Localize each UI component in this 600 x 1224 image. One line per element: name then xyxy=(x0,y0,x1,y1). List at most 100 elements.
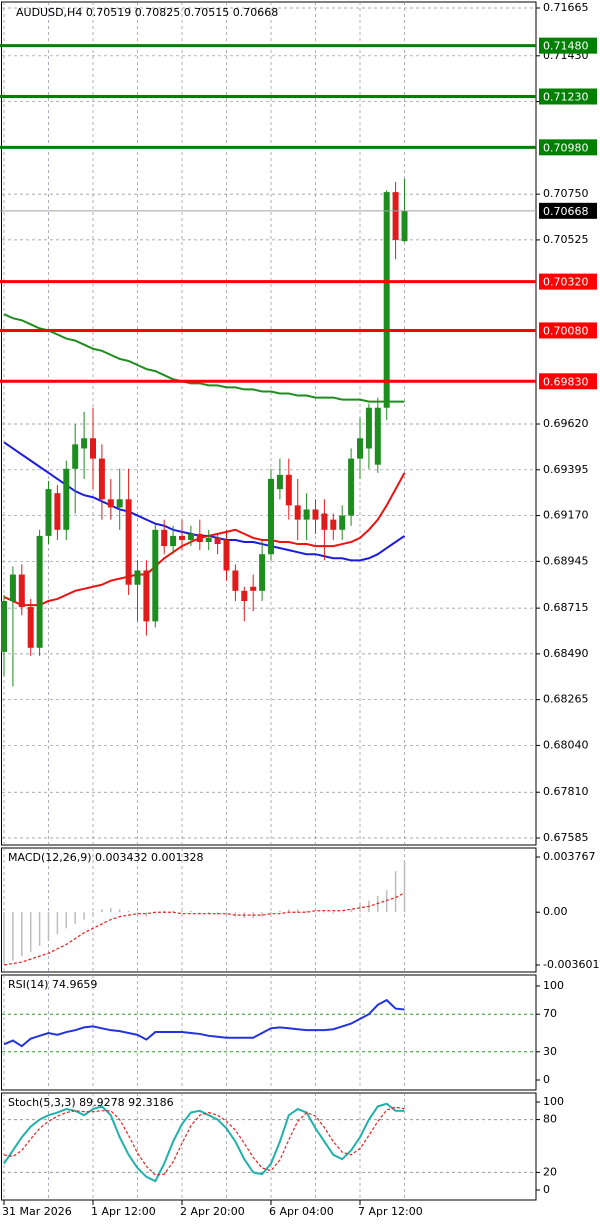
level-label: 0.71480 xyxy=(543,40,589,53)
histogram-bar xyxy=(350,909,352,913)
histogram-bar xyxy=(377,896,379,913)
histogram-bar xyxy=(110,907,112,913)
candle-body xyxy=(125,499,132,585)
candle-body xyxy=(276,474,283,490)
candle-body xyxy=(223,539,230,571)
candle-body xyxy=(330,519,337,530)
candle-body xyxy=(18,574,25,608)
candle-body xyxy=(392,192,399,240)
last-price-box xyxy=(539,202,597,219)
candle-body xyxy=(348,458,355,516)
candle-body xyxy=(134,570,141,585)
candle-body xyxy=(365,407,372,449)
histogram-bar xyxy=(216,912,219,916)
histogram-bar xyxy=(341,912,343,913)
histogram-bar xyxy=(288,909,290,913)
histogram-bar xyxy=(199,912,201,913)
candle-body xyxy=(27,607,34,648)
panel-frame xyxy=(1,847,537,973)
histogram-bar xyxy=(385,890,388,913)
y-tick-label: 0.70525 xyxy=(543,233,589,246)
candle-body xyxy=(90,438,96,459)
level-box xyxy=(539,273,597,290)
histogram-bar xyxy=(127,910,130,913)
candle-body xyxy=(45,489,52,536)
histogram-bar xyxy=(136,912,139,916)
candle-body xyxy=(9,574,16,602)
y-tick-label: 0.68040 xyxy=(543,738,589,751)
candle-body xyxy=(36,535,43,648)
histogram-bar xyxy=(163,910,165,913)
panel-title: MACD(12,26,9) 0.003432 0.001328 xyxy=(8,851,204,864)
histogram-bar xyxy=(314,912,317,913)
candle-body xyxy=(250,586,257,591)
y-tick-label: 0.68265 xyxy=(543,693,589,706)
candle-body xyxy=(232,570,239,591)
histogram-bar xyxy=(359,904,361,913)
indicator-line xyxy=(3,892,405,966)
histogram-bar xyxy=(21,912,23,957)
level-box xyxy=(539,373,597,390)
candle-body xyxy=(205,537,212,543)
candle-body xyxy=(161,529,168,547)
candle-body xyxy=(196,533,203,543)
y-tick-label: 20 xyxy=(543,1165,557,1178)
x-tick-label: 1 Apr 12:00 xyxy=(91,1205,156,1218)
histogram-bar xyxy=(403,861,406,913)
y-tick-label: 100 xyxy=(543,1095,564,1108)
indicator-line xyxy=(3,1106,405,1176)
histogram-bar xyxy=(56,912,59,935)
y-tick-label: 0.69395 xyxy=(543,463,589,476)
candle-body xyxy=(63,468,70,530)
indicator-line xyxy=(3,1102,405,1183)
y-tick-label: 0.68490 xyxy=(543,647,589,660)
candle-body xyxy=(143,570,150,622)
candle-body xyxy=(321,513,328,530)
histogram-bar xyxy=(74,912,76,924)
candle-body xyxy=(285,474,292,506)
candle-body xyxy=(98,458,105,500)
histogram-bar xyxy=(305,910,308,913)
y-tick-label: 30 xyxy=(543,1045,557,1058)
y-tick-label: 100 xyxy=(543,979,564,992)
level-label: 0.70080 xyxy=(543,324,589,337)
candle-body xyxy=(294,505,301,520)
histogram-bar xyxy=(207,912,210,914)
y-tick-label: 0.71665 xyxy=(543,1,589,14)
histogram-bar xyxy=(38,912,41,946)
y-tick-label: 0.00 xyxy=(543,905,568,918)
histogram-bar xyxy=(181,910,183,913)
panel-frame xyxy=(1,1,537,846)
candle-body xyxy=(152,529,159,622)
candle-body xyxy=(187,533,194,540)
panel-title: AUDUSD,H4 0.70519 0.70825 0.70515 0.7066… xyxy=(16,6,278,19)
candle-body xyxy=(339,515,346,530)
level-box xyxy=(539,88,597,105)
histogram-bar xyxy=(323,912,326,913)
indicator-line xyxy=(3,998,405,1048)
level-label: 0.71230 xyxy=(543,90,589,103)
histogram-bar xyxy=(3,912,5,964)
y-tick-label: 80 xyxy=(543,1113,557,1126)
x-tick-label: 7 Apr 12:00 xyxy=(358,1205,423,1218)
y-tick-label: 70 xyxy=(543,1007,557,1020)
histogram-bar xyxy=(261,912,263,917)
candle-body xyxy=(383,192,390,408)
histogram-bar xyxy=(172,910,174,913)
histogram-bar xyxy=(234,912,237,917)
indicator-line xyxy=(3,313,405,403)
candle-body xyxy=(81,438,88,449)
y-tick-label: 0 xyxy=(543,1183,550,1196)
histogram-bar xyxy=(47,912,50,941)
histogram-bar xyxy=(296,909,299,913)
last-price-label: 0.70668 xyxy=(543,205,589,218)
candle-body xyxy=(259,554,266,591)
candle-body xyxy=(374,407,381,465)
histogram-bar xyxy=(92,912,94,916)
y-tick-label: 0.003767 xyxy=(543,850,596,863)
candle-body xyxy=(107,499,114,508)
histogram-bar xyxy=(394,871,397,913)
candle-body xyxy=(312,509,319,520)
level-label: 0.70980 xyxy=(543,141,589,154)
